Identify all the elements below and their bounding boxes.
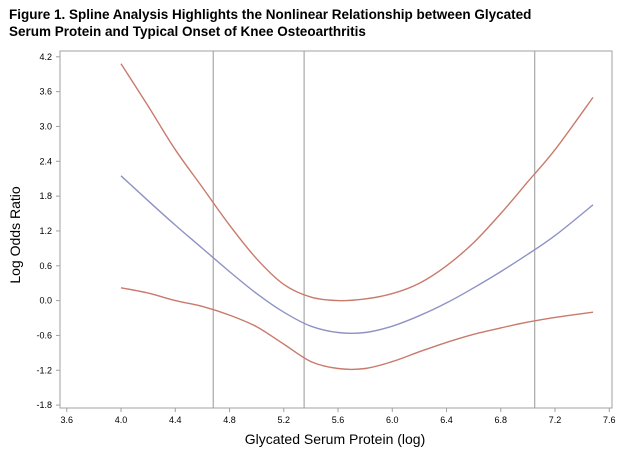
series-line-lower <box>120 287 594 371</box>
series-lines <box>120 63 594 371</box>
x-tick-label-9: 7.2 <box>549 415 562 425</box>
x-tick-label-7: 6.4 <box>440 415 453 425</box>
y-tick-label-9: -1.2 <box>36 365 52 375</box>
chart-title: Figure 1. Spline Analysis Highlights the… <box>9 6 609 40</box>
reference-lines <box>212 51 536 408</box>
y-tick-label-10: -1.8 <box>36 400 52 410</box>
x-tick-label-2: 4.4 <box>169 415 182 425</box>
x-tick-label-0: 3.6 <box>61 415 74 425</box>
y-tick-label-4: 1.8 <box>39 191 52 201</box>
x-tick-label-5: 5.6 <box>332 415 345 425</box>
y-axis-ticks: 4.2 3.6 3.0 2.4 1.8 1.2 0.6 0.0 -0.6 -1.2 -1.8 <box>36 52 60 410</box>
y-tick-label-8: -0.6 <box>36 330 52 340</box>
x-tick-label-1: 4.0 <box>115 415 128 425</box>
x-tick-label-10: 7.6 <box>603 415 616 425</box>
y-tick-label-3: 2.4 <box>39 156 52 166</box>
series-line-estimate <box>120 175 594 335</box>
plot-frame <box>59 50 613 409</box>
y-axis-title: Log Odds Ratio <box>7 186 23 283</box>
x-axis-ticks: 3.6 4.0 4.4 4.8 5.2 5.6 6.0 6.4 6.8 7.2 7.6 <box>61 408 616 425</box>
y-tick-label-0: 4.2 <box>39 52 52 62</box>
x-tick-label-8: 6.8 <box>495 415 508 425</box>
x-axis-title: Glycated Serum Protein (log) <box>245 431 426 447</box>
x-tick-label-3: 4.8 <box>223 415 236 425</box>
y-tick-label-1: 3.6 <box>39 87 52 97</box>
chart-title-line-2: Serum Protein and Typical Onset of Knee … <box>9 24 366 39</box>
y-tick-label-2: 3.0 <box>39 121 52 131</box>
series-line-upper <box>120 63 594 302</box>
chart-title-line-1: Figure 1. Spline Analysis Highlights the… <box>9 7 532 22</box>
y-tick-label-7: 0.0 <box>39 296 52 306</box>
y-tick-label-5: 1.2 <box>39 226 52 236</box>
x-tick-label-6: 6.0 <box>386 415 399 425</box>
x-tick-label-4: 5.2 <box>278 415 291 425</box>
y-tick-label-6: 0.6 <box>39 261 52 271</box>
